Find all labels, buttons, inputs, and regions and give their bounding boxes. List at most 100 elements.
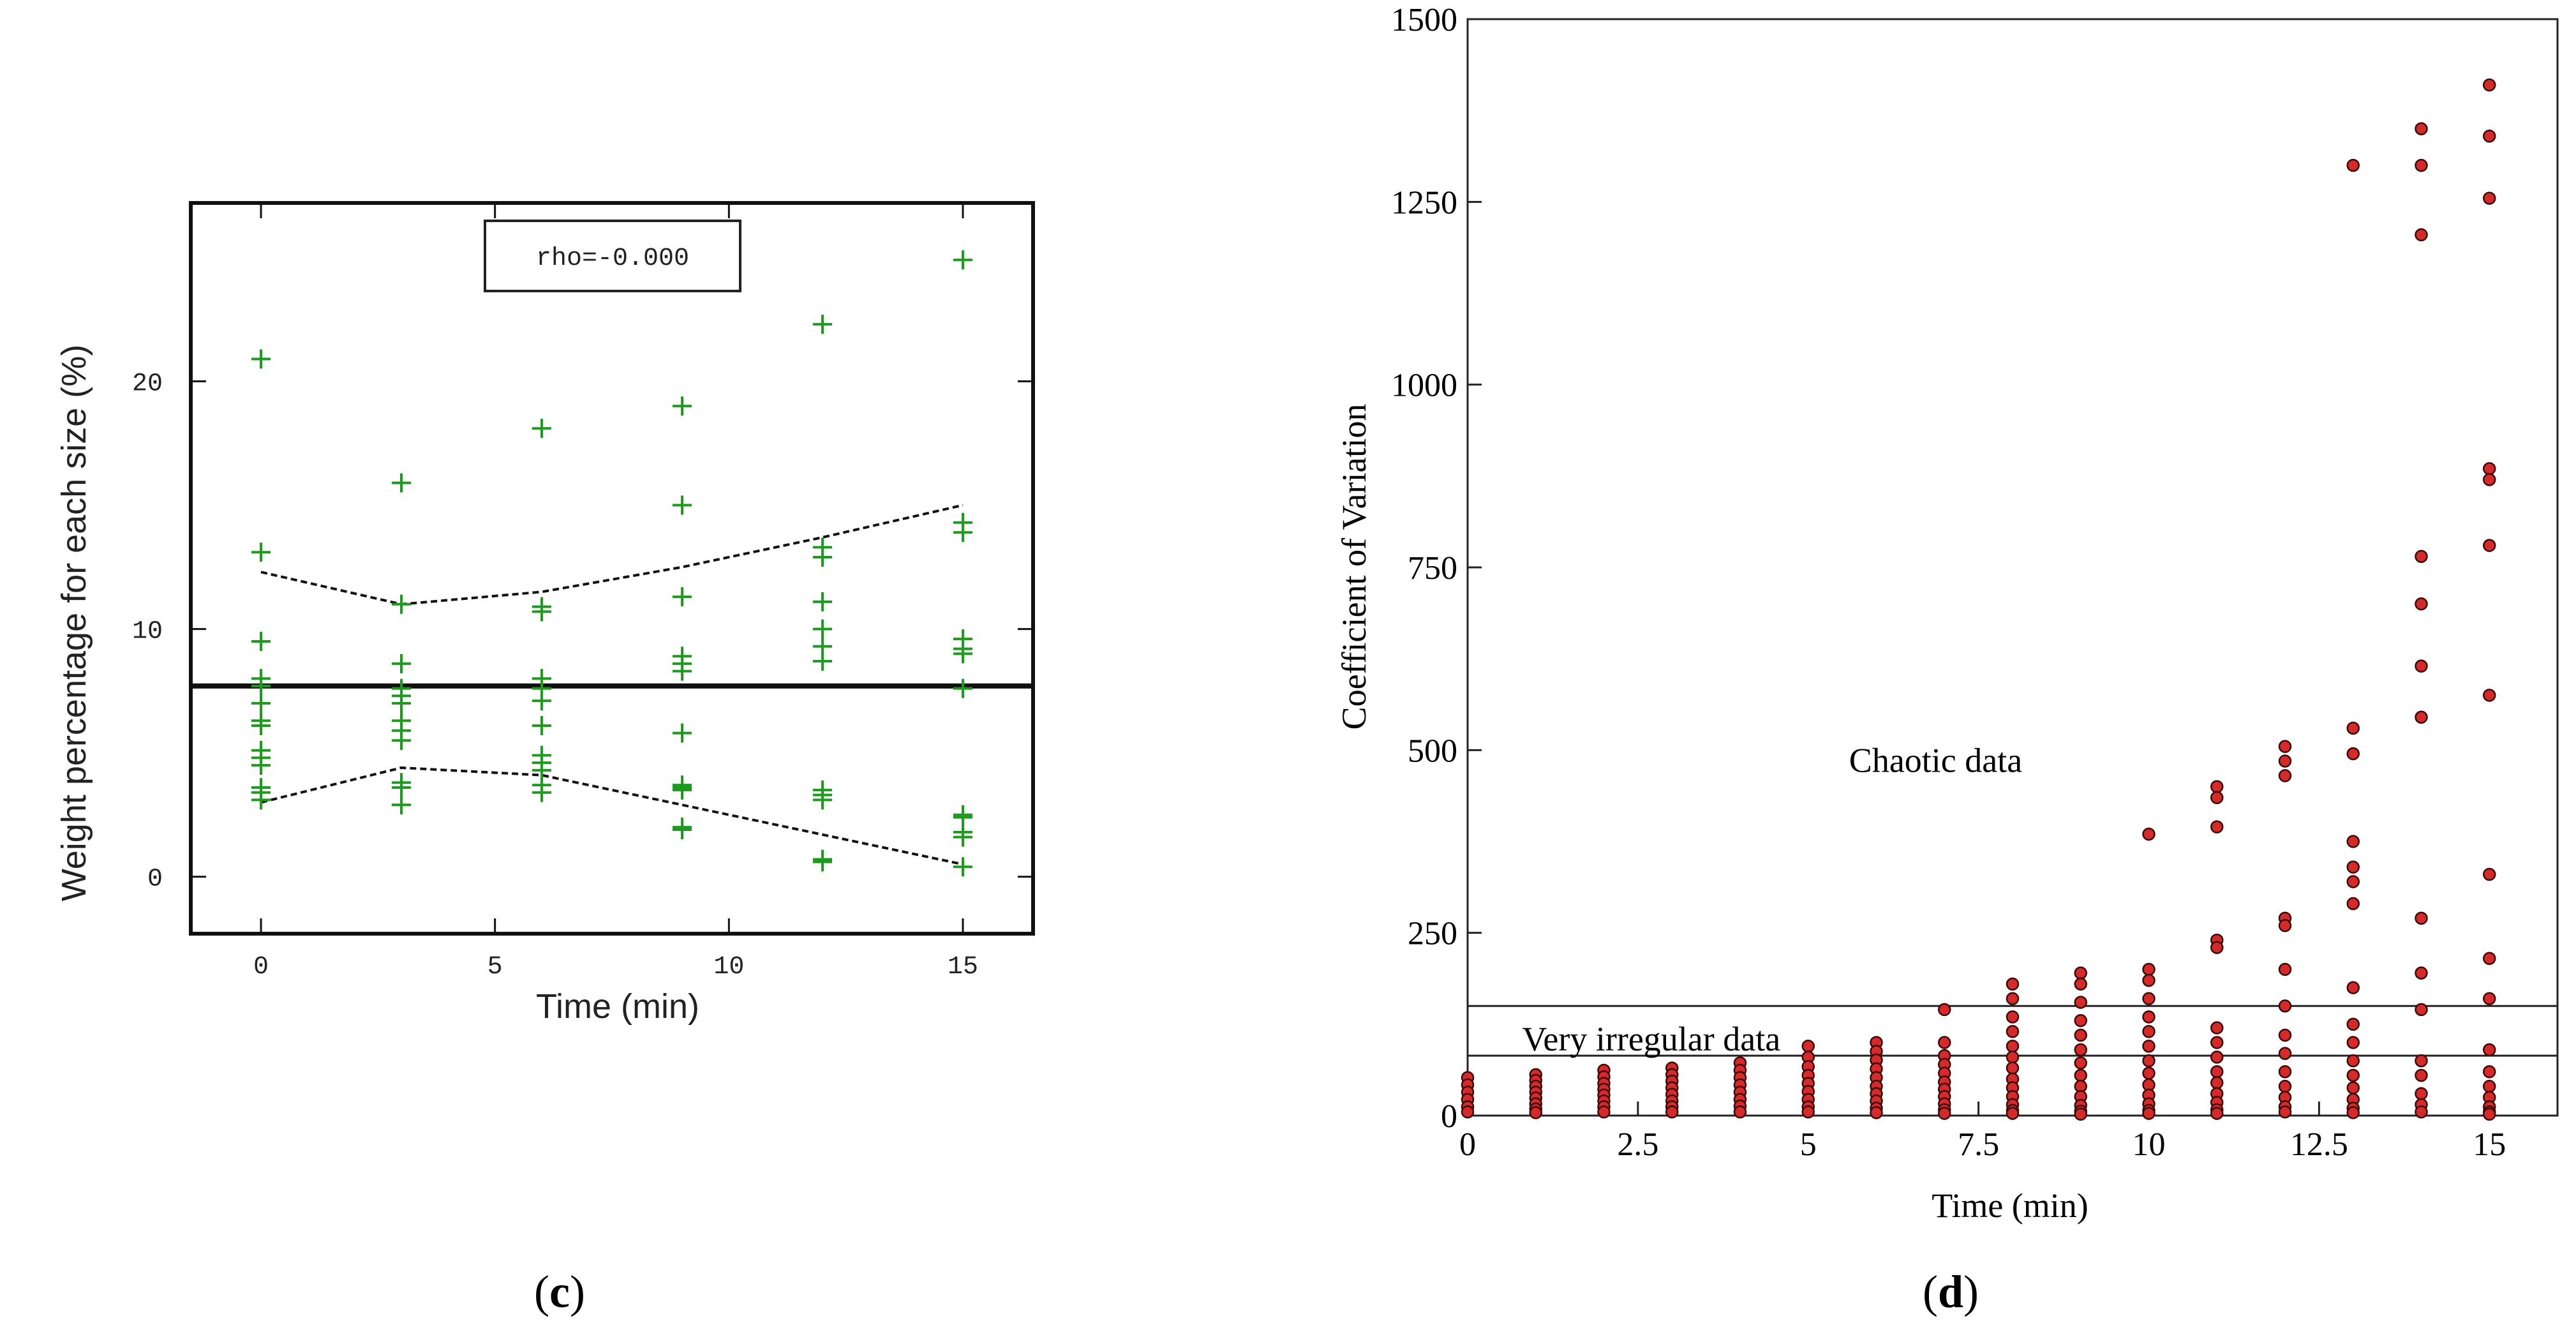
panel-c-ylabel: Weight percentage for each size (%) (55, 345, 93, 901)
panel-d-point (2483, 78, 2496, 92)
panel-c-point (813, 548, 832, 567)
panel-d-label-close: ) (1963, 1266, 1979, 1317)
panel-d-ytick-label: 1000 (1391, 368, 1457, 404)
panel-d-point (2074, 996, 2087, 1009)
panel-d-point (2142, 1066, 2155, 1080)
panel-d-point (2483, 1107, 2496, 1121)
panel-c-point (532, 782, 551, 802)
panel-c-xtick-label: 5 (488, 953, 503, 982)
panel-d-point (2346, 1068, 2360, 1082)
panel-d-point (2415, 158, 2428, 172)
panel-d-point (2346, 721, 2360, 735)
panel-d-point (2483, 992, 2496, 1005)
panel-d-point (1665, 1105, 1679, 1119)
panel-c-point (953, 678, 972, 698)
panel-c-point (251, 790, 271, 810)
panel-d-point (2074, 977, 2087, 991)
panel-d-point (2483, 191, 2496, 205)
panel-d-point (2278, 918, 2292, 932)
panel-d-point (2415, 228, 2428, 242)
panel-c-point (813, 852, 832, 872)
panel-c-points (251, 250, 972, 877)
panel-d-point (1597, 1105, 1611, 1119)
panel-c-point (251, 756, 271, 775)
panel-d-point (2210, 1036, 2224, 1049)
panel-d-point (2074, 1043, 2087, 1057)
panel-d-point (1529, 1106, 1542, 1119)
panel-d-point (2278, 1065, 2292, 1079)
panel-d-point (2006, 1107, 2020, 1120)
panel-d-ticks: 0 2.5 5 7.5 10 12.5 15 0 250 500 750 1000 1250 1500 (1391, 2, 2506, 1163)
panel-d-point (2415, 1054, 2428, 1068)
panel-d-point (2142, 1010, 2155, 1024)
panel-c-point (673, 661, 692, 681)
panel-d-label: (d) (1923, 1266, 1979, 1317)
panel-d-point (2483, 130, 2496, 143)
panel-d-ytick-label: 250 (1408, 916, 1457, 952)
panel-d-ytick-label: 1250 (1391, 184, 1457, 221)
panel-d-annotation-chaotic: Chaotic data (1849, 742, 2022, 780)
panel-d-xtick-label: 2.5 (1617, 1126, 1658, 1163)
panel-c-point (251, 632, 271, 651)
panel-c-xtick-label: 15 (948, 953, 978, 982)
panel-d-point (2483, 689, 2496, 702)
panel-d-xtick-label: 10 (2133, 1126, 2166, 1163)
panel-c-ytick-label: 10 (132, 618, 163, 647)
panel-d-points (1461, 78, 2496, 1121)
panel-d-point (2210, 791, 2224, 805)
panel-d-ytick-label: 500 (1408, 733, 1457, 769)
panel-d-point (2483, 1079, 2496, 1093)
panel-c-point (392, 795, 411, 815)
panel-d-point (2483, 1043, 2496, 1057)
panel-d-point (2142, 973, 2155, 987)
panel-c-point (392, 694, 411, 714)
panel-c-point (813, 790, 832, 810)
panel-c-point (251, 694, 271, 714)
panel-d-point (2074, 966, 2087, 980)
panel-d-point (2142, 1107, 2155, 1120)
panel-d-point (2210, 1065, 2224, 1079)
panel-d-point (2210, 1050, 2224, 1064)
panel-c-point (953, 827, 972, 847)
panel-d-point (2006, 1025, 2020, 1038)
panel-d-point (2210, 780, 2224, 793)
panel-d-point (2006, 992, 2020, 1005)
panel-c-point (532, 602, 551, 622)
panel-c-point (953, 857, 972, 877)
panel-c-point (953, 250, 972, 270)
panel-c-point (392, 473, 411, 493)
panel-c-point (673, 723, 692, 743)
panel-d-ylabel: Coefficient of Variation (1335, 404, 1373, 730)
panel-d-xtick-label: 12.5 (2290, 1126, 2348, 1163)
panel-d-point (2346, 835, 2360, 848)
panel-d-point (1801, 1039, 1815, 1053)
panel-c-point (251, 676, 271, 696)
panel-c-ytick-label: 0 (147, 865, 163, 894)
panel-d-point (2006, 977, 2020, 991)
panel-d-point (2346, 897, 2360, 911)
panel-c-point (813, 592, 832, 611)
panel-d-point (2074, 1068, 2087, 1082)
panel-d-point (2483, 867, 2496, 881)
panel-d-xtick-label: 15 (2473, 1126, 2506, 1163)
panel-d-point (2346, 747, 2360, 761)
panel-d-label-open: ( (1923, 1266, 1938, 1317)
panel-c-confidence-bands (260, 504, 964, 866)
panel-c-xtick-label: 0 (253, 953, 269, 982)
panel-d-point (2346, 158, 2360, 172)
panel-d-point (2346, 981, 2360, 994)
panel-c-point (532, 419, 551, 438)
panel-d-point (2278, 754, 2292, 768)
panel-c-point (532, 715, 551, 735)
panel-d-ytick-label: 0 (1441, 1098, 1457, 1135)
panel-d-point (2210, 1076, 2224, 1089)
panel-d-point (2415, 710, 2428, 724)
panel-d-point (2142, 1039, 2155, 1053)
panel-d-point (2415, 549, 2428, 564)
panel-d-point (2142, 1054, 2155, 1068)
panel-d-ytick-label: 1500 (1391, 2, 1457, 38)
panel-d-point (1938, 1107, 1951, 1120)
panel-c-point (813, 315, 832, 334)
panel-c-point (813, 652, 832, 671)
